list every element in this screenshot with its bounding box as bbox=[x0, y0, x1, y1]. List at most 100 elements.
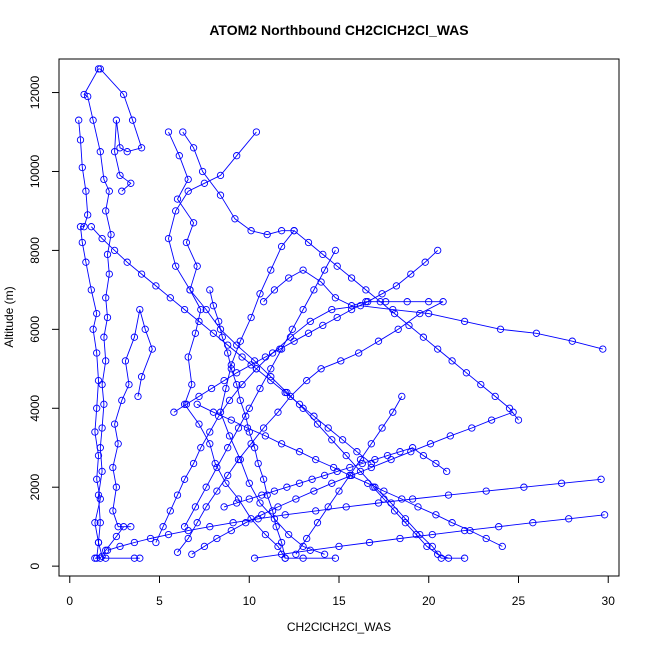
data-point bbox=[290, 227, 298, 235]
data-point bbox=[119, 90, 128, 99]
data-point bbox=[390, 309, 399, 318]
y-tick-label: 4000 bbox=[28, 395, 42, 422]
data-point bbox=[448, 357, 456, 365]
data-point bbox=[263, 230, 271, 239]
data-point bbox=[197, 444, 205, 452]
series-7 bbox=[173, 266, 447, 556]
data-point bbox=[245, 495, 253, 503]
data-point bbox=[308, 475, 316, 483]
data-point bbox=[94, 538, 103, 547]
y-tick-label: 2000 bbox=[28, 474, 42, 501]
series-line bbox=[173, 250, 439, 413]
data-point bbox=[382, 298, 390, 306]
data-point bbox=[597, 475, 605, 483]
data-point bbox=[206, 440, 214, 448]
data-point bbox=[268, 349, 277, 357]
series-12 bbox=[170, 246, 442, 416]
data-point bbox=[130, 333, 139, 341]
data-point bbox=[460, 526, 469, 535]
data-point bbox=[98, 234, 106, 243]
data-point bbox=[80, 90, 88, 99]
x-tick-label: 5 bbox=[156, 594, 163, 608]
data-point bbox=[520, 483, 528, 491]
data-point bbox=[136, 554, 144, 562]
data-point bbox=[216, 325, 225, 333]
data-point bbox=[346, 463, 354, 472]
data-point bbox=[225, 432, 234, 440]
data-point bbox=[374, 499, 383, 507]
data-point bbox=[166, 507, 174, 515]
series-line bbox=[191, 411, 514, 555]
data-point bbox=[355, 349, 363, 357]
data-point bbox=[495, 523, 503, 531]
data-point bbox=[599, 345, 607, 353]
data-point bbox=[96, 65, 104, 73]
data-point bbox=[312, 507, 320, 515]
data-point bbox=[267, 376, 275, 385]
data-point bbox=[312, 455, 320, 464]
data-point bbox=[281, 554, 289, 562]
data-point bbox=[103, 313, 112, 322]
data-point bbox=[419, 333, 428, 341]
data-point bbox=[254, 459, 262, 468]
data-point bbox=[91, 428, 99, 436]
data-point bbox=[568, 337, 576, 345]
data-point bbox=[114, 523, 122, 531]
data-point bbox=[137, 373, 146, 381]
data-point bbox=[259, 298, 268, 306]
data-point bbox=[172, 262, 180, 270]
data-point bbox=[202, 483, 210, 491]
data-point bbox=[250, 554, 259, 562]
data-point bbox=[320, 266, 329, 274]
data-point bbox=[310, 487, 318, 495]
data-point bbox=[283, 483, 291, 491]
data-point bbox=[180, 475, 189, 483]
data-point bbox=[93, 309, 101, 318]
data-point bbox=[224, 471, 232, 480]
data-point bbox=[491, 392, 499, 401]
data-point bbox=[164, 128, 173, 136]
data-point bbox=[180, 305, 189, 314]
data-point bbox=[261, 353, 270, 361]
series-10 bbox=[103, 475, 605, 554]
data-point bbox=[189, 459, 198, 468]
data-point bbox=[213, 487, 221, 495]
series-19 bbox=[369, 483, 453, 562]
data-point bbox=[374, 337, 383, 345]
data-point bbox=[233, 152, 241, 160]
data-point bbox=[188, 550, 196, 558]
data-point bbox=[110, 148, 119, 156]
data-point bbox=[356, 467, 365, 476]
data-point bbox=[220, 376, 228, 385]
data-point bbox=[252, 128, 261, 136]
x-tick-label: 10 bbox=[243, 594, 257, 608]
data-point bbox=[324, 424, 332, 432]
x-tick-label: 30 bbox=[602, 594, 616, 608]
data-point bbox=[227, 365, 235, 373]
data-point bbox=[259, 475, 268, 483]
data-point bbox=[179, 128, 187, 136]
data-point bbox=[224, 349, 232, 357]
data-point bbox=[222, 384, 230, 393]
data-point bbox=[267, 373, 275, 381]
data-point bbox=[224, 444, 232, 452]
data-point bbox=[102, 554, 110, 562]
data-point bbox=[121, 357, 130, 365]
data-point bbox=[313, 420, 322, 428]
data-point bbox=[213, 463, 221, 472]
data-point bbox=[468, 424, 476, 432]
data-point bbox=[84, 92, 92, 101]
data-point bbox=[482, 487, 490, 495]
series-line bbox=[78, 120, 140, 559]
data-point bbox=[320, 471, 329, 480]
data-point bbox=[247, 313, 255, 322]
data-point bbox=[423, 542, 431, 551]
data-point bbox=[84, 211, 92, 219]
data-point bbox=[396, 448, 404, 456]
data-point bbox=[206, 286, 214, 294]
data-point bbox=[118, 187, 126, 195]
data-point bbox=[565, 515, 573, 523]
data-point bbox=[146, 534, 155, 543]
data-point bbox=[197, 305, 205, 314]
